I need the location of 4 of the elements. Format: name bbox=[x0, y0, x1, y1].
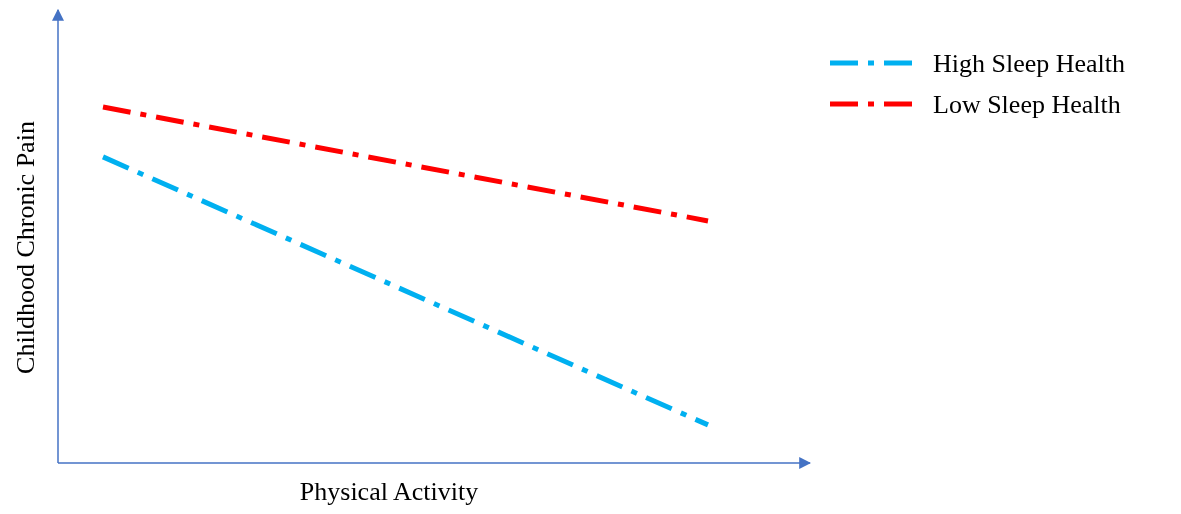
y-axis-title: Childhood Chronic Pain bbox=[11, 121, 40, 374]
legend-label: High Sleep Health bbox=[933, 49, 1126, 78]
legend-label: Low Sleep Health bbox=[933, 90, 1121, 119]
x-axis-title: Physical Activity bbox=[299, 477, 479, 506]
